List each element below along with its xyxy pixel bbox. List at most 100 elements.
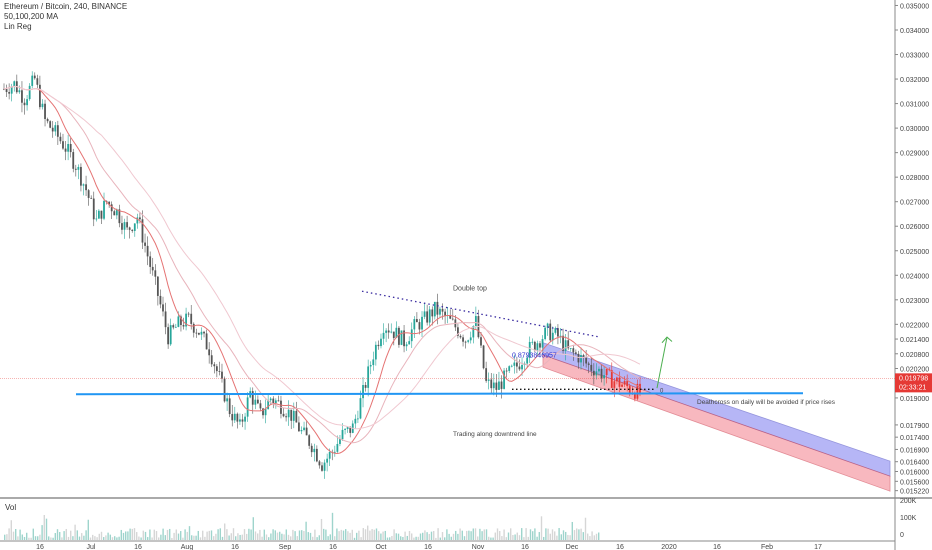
candle-body — [605, 369, 608, 376]
volume-bar — [463, 536, 466, 540]
support-line[interactable] — [75, 392, 804, 396]
candle-body — [282, 413, 285, 417]
chart-legend: Ethereum / Bitcoin, 240, BINANCE 50,100,… — [4, 2, 127, 32]
candle-body — [251, 391, 254, 405]
candle-body — [121, 223, 123, 230]
candle-body — [131, 229, 134, 231]
candle-body — [69, 143, 72, 153]
candle-body — [80, 166, 82, 186]
candle-body — [174, 326, 177, 328]
volume-bar — [424, 530, 426, 540]
candle-body — [480, 337, 482, 346]
ma-indicator-label[interactable]: 50,100,200 MA — [4, 12, 59, 21]
double-top-trendline[interactable] — [361, 290, 601, 338]
volume-bar — [512, 534, 514, 540]
candle-body — [426, 311, 429, 323]
volume-bar — [171, 537, 173, 540]
volume-bar — [122, 532, 125, 540]
volume-bar — [254, 531, 257, 540]
volume-bar — [305, 521, 307, 540]
time-tick-label: 17 — [814, 544, 822, 550]
linreg-indicator-label[interactable]: Lin Reg — [4, 22, 32, 31]
volume-bar — [329, 534, 331, 540]
candle-body — [321, 465, 323, 471]
time-tick-label: Aug — [181, 544, 194, 550]
volume-bar — [85, 530, 87, 540]
volume-bar — [303, 530, 305, 540]
candle-body — [146, 245, 149, 257]
volume-bar — [547, 528, 549, 540]
volume-bar — [4, 534, 6, 540]
volume-bar — [560, 534, 562, 540]
volume-bar — [477, 536, 479, 540]
candle-body — [223, 378, 226, 402]
candle-body — [82, 184, 85, 186]
candle-body — [380, 338, 382, 347]
volume-bar — [144, 531, 147, 540]
volume-bar — [246, 533, 248, 540]
candle-body — [87, 190, 90, 198]
volume-bar — [318, 535, 320, 540]
candle-body — [441, 308, 444, 312]
price-tick-label: 0.030000 — [900, 126, 929, 133]
candle-body — [272, 398, 275, 404]
time-tick-label: Sep — [279, 544, 292, 550]
candle-body — [221, 371, 223, 379]
candle-body — [341, 429, 344, 440]
volume-bar — [177, 533, 180, 540]
candle-body — [62, 141, 64, 149]
time-tick-label: 16 — [329, 544, 337, 550]
volume-bar — [125, 531, 127, 540]
volume-bar — [573, 530, 576, 540]
volume-bar — [74, 524, 76, 540]
volume-bar — [263, 529, 265, 540]
volume-bar — [202, 530, 204, 540]
volume-tick-label: 0 — [900, 532, 904, 539]
candle-body — [323, 462, 326, 471]
volume-bar — [393, 529, 395, 540]
volume-bar — [411, 533, 413, 540]
volume-bar — [182, 537, 184, 540]
volume-bar — [48, 536, 50, 540]
volume-bar — [259, 529, 261, 540]
time-tick-label: 16 — [134, 544, 142, 550]
candle-body — [536, 343, 539, 351]
candle-body — [3, 88, 5, 90]
candle-body — [374, 344, 377, 360]
volume-bar — [349, 532, 351, 540]
volume-bar — [96, 537, 98, 540]
volume-bar — [323, 528, 325, 540]
volume-bar — [151, 537, 153, 540]
volume-bar — [499, 530, 501, 540]
candle-body — [74, 168, 77, 170]
candle-body — [339, 439, 341, 444]
candle-body — [256, 399, 259, 404]
time-tick-label: 16 — [713, 544, 721, 550]
candle-body — [618, 377, 621, 387]
candle-body — [485, 368, 488, 381]
candle-body — [500, 381, 503, 389]
candle-body — [33, 75, 36, 79]
volume-bar — [455, 530, 457, 540]
candle-body — [67, 143, 70, 152]
volume-bar — [116, 537, 118, 540]
volume-bar — [298, 530, 301, 540]
volume-bar — [103, 537, 105, 540]
candle-body — [115, 209, 118, 216]
candle-body — [623, 381, 626, 385]
volume-bar — [505, 537, 507, 540]
price-tick-label: 0.016000 — [900, 470, 929, 477]
candle-body — [182, 325, 185, 327]
candle-body — [595, 371, 598, 376]
volume-bar — [72, 536, 74, 540]
price-tick-label: 0.020200 — [900, 366, 929, 373]
volume-bar — [208, 530, 210, 540]
volume-bar — [441, 532, 444, 540]
volume-bar — [19, 529, 21, 540]
volume-bar — [430, 531, 433, 540]
price-tick-label: 0.022000 — [900, 322, 929, 329]
volume-bar — [386, 537, 389, 540]
volume-label: Vol — [5, 503, 17, 512]
channel-lower-band — [542, 354, 891, 492]
